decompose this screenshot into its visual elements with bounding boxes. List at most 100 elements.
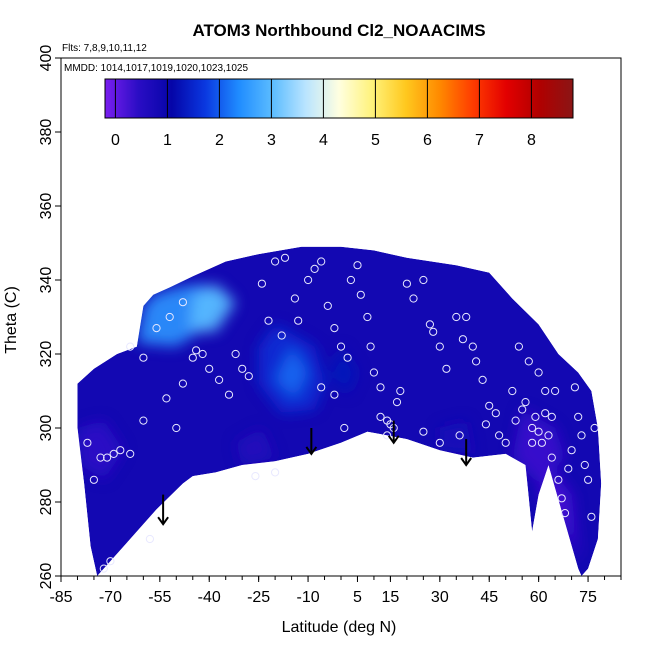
axes: -85 -70 -55 -40 -25 -10 5 15 30 45 60 7526028030032… — [38, 45, 622, 606]
data-point — [435, 438, 444, 447]
data-point — [425, 320, 434, 329]
data-point — [495, 431, 504, 440]
data-point — [472, 357, 481, 366]
y-tick-label: 360 — [38, 193, 55, 220]
y-tick-label: 340 — [38, 267, 55, 294]
data-point — [172, 423, 181, 433]
data-point — [485, 401, 494, 410]
arrow-head — [157, 516, 169, 526]
data-point — [468, 342, 477, 351]
flights-note: Flts: 7,8,9,10,11,12 — [62, 43, 147, 54]
data-point — [369, 368, 378, 377]
data-point — [109, 449, 118, 458]
data-point — [264, 316, 273, 325]
colorbar-tick-label: 4 — [319, 132, 328, 149]
data-point — [508, 386, 517, 396]
data-point — [366, 342, 375, 351]
data-point — [584, 475, 593, 484]
data-point — [198, 349, 207, 359]
colorbar — [104, 78, 574, 119]
data-point — [257, 279, 266, 288]
data-point — [528, 423, 537, 433]
data-point — [215, 375, 224, 384]
data-point — [409, 294, 418, 303]
data-point — [419, 427, 428, 436]
data-point — [551, 386, 560, 396]
x-tick-label: -10 — [296, 589, 319, 606]
data-point — [442, 364, 451, 373]
data-point — [511, 416, 520, 425]
heatmap-patch — [275, 346, 309, 399]
data-point — [528, 438, 537, 447]
data-point — [577, 431, 586, 440]
colorbar-tick-label: 7 — [475, 132, 484, 149]
data-point — [534, 427, 543, 436]
data-point — [89, 475, 99, 484]
data-point — [435, 342, 444, 351]
data-point — [188, 353, 197, 362]
data-point — [271, 257, 280, 266]
data-point — [224, 390, 234, 399]
data-point — [537, 438, 547, 447]
data-point — [514, 342, 524, 351]
y-tick-label: 320 — [38, 341, 55, 368]
data-point — [192, 346, 201, 355]
data-point — [356, 290, 365, 299]
data-point — [290, 294, 299, 303]
data-point — [396, 386, 405, 396]
data-point — [574, 412, 583, 421]
data-point — [99, 564, 108, 573]
data-point — [567, 446, 576, 455]
data-point — [376, 383, 385, 392]
data-point — [501, 438, 510, 447]
data-point — [541, 409, 550, 418]
data-point — [587, 512, 596, 521]
data-point — [294, 316, 303, 325]
data-point — [126, 342, 135, 351]
y-tick-label: 380 — [38, 119, 55, 146]
data-point — [478, 375, 487, 384]
x-tick-label: 75 — [579, 589, 597, 606]
data-point — [271, 468, 280, 477]
heatmap-patch — [327, 346, 358, 395]
data-point — [547, 453, 556, 462]
data-point — [353, 261, 362, 270]
y-tick-label: 300 — [38, 415, 55, 442]
data-point — [304, 275, 313, 285]
x-tick-label: -55 — [148, 589, 171, 606]
data-point — [310, 264, 319, 273]
data-point — [491, 409, 500, 418]
data-point — [570, 383, 580, 392]
data-point — [534, 368, 543, 377]
data-point — [96, 453, 105, 462]
colorbar-tick-label: 2 — [215, 132, 224, 149]
data-point — [126, 449, 135, 458]
data-point — [524, 357, 533, 366]
data-point — [346, 275, 355, 285]
data-point — [251, 472, 260, 481]
colorbar-tick-label: 8 — [527, 132, 536, 149]
colorbar-tick-label: 6 — [423, 132, 432, 149]
colorbar-tick-label: 1 — [163, 132, 172, 149]
data-point — [547, 412, 556, 421]
data-point — [564, 464, 573, 473]
data-point — [317, 257, 326, 266]
data-point — [336, 342, 346, 351]
observation-points — [83, 253, 599, 573]
x-tick-label: 30 — [431, 589, 449, 606]
data-point — [231, 349, 240, 359]
x-tick-label: -85 — [49, 589, 72, 606]
colorbar-tick-label: 5 — [371, 132, 380, 149]
data-point — [317, 383, 326, 392]
data-point — [116, 446, 125, 455]
x-tick-label: -40 — [198, 589, 221, 606]
x-tick-label: 15 — [382, 589, 400, 606]
x-tick-label: -70 — [99, 589, 122, 606]
data-point — [106, 557, 115, 566]
data-point — [178, 379, 187, 388]
data-point — [518, 405, 527, 414]
data-point — [383, 431, 392, 440]
heatmap-patch — [189, 283, 236, 332]
data-point — [277, 331, 286, 340]
